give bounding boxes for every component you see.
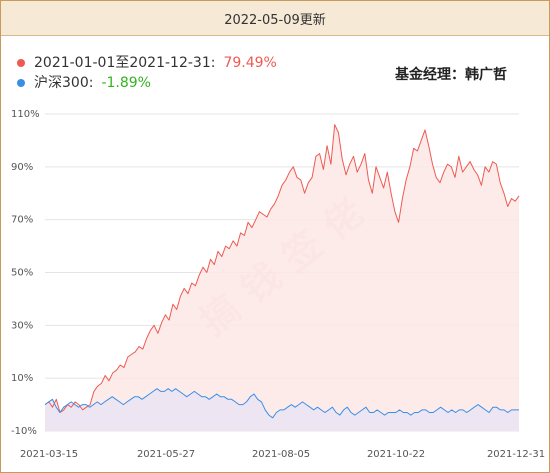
legend: 2021-01-01至2021-12-31: 79.49% 沪深300: -1.… xyxy=(17,53,277,93)
y-tick-label: 90% xyxy=(11,162,33,173)
y-tick-label: 50% xyxy=(11,268,33,279)
y-tick-label: 30% xyxy=(11,320,33,331)
index-area xyxy=(45,388,519,431)
index-line xyxy=(44,388,519,419)
fund-return-value: 79.49% xyxy=(223,55,277,71)
legend-item-index[interactable]: 沪深300: -1.89% xyxy=(17,73,277,93)
legend-item-fund[interactable]: 2021-01-01至2021-12-31: 79.49% xyxy=(17,53,277,73)
index-return-value: -1.89% xyxy=(101,75,151,91)
y-tick-label: -10% xyxy=(11,426,37,437)
x-tick-label: 2021-10-22 xyxy=(367,449,425,460)
fund-line xyxy=(44,124,520,413)
fund-dot-icon xyxy=(17,59,25,67)
y-tick-label: 110% xyxy=(11,109,40,120)
index-legend-label: 沪深300: xyxy=(34,75,94,91)
fund-manager-label: 基金经理：韩广哲 xyxy=(395,67,507,83)
x-tick-label: 2021-05-27 xyxy=(137,449,195,460)
update-date-text: 2022-05-09更新 xyxy=(224,12,326,28)
y-tick-label: 70% xyxy=(11,215,33,226)
update-header: 2022-05-09更新 xyxy=(1,1,549,36)
x-tick-label: 2021-08-05 xyxy=(252,449,310,460)
index-dot-icon xyxy=(17,79,25,87)
y-tick-label: 10% xyxy=(11,373,33,384)
fund-legend-label: 2021-01-01至2021-12-31: xyxy=(34,55,216,71)
x-tick-label: 2021-12-31 xyxy=(487,449,545,460)
fund-area xyxy=(45,124,519,431)
x-tick-label: 2021-03-15 xyxy=(20,449,78,460)
